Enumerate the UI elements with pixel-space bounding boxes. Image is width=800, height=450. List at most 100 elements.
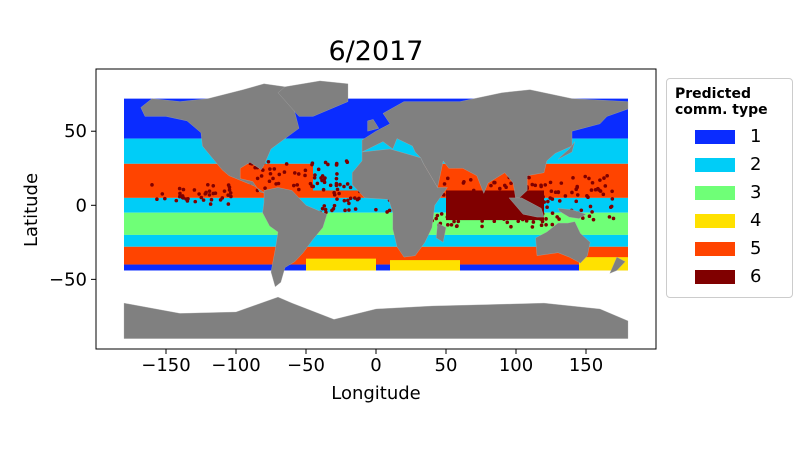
class-6-point bbox=[456, 196, 460, 201]
class-6-point bbox=[193, 199, 198, 204]
class-6-point bbox=[489, 196, 493, 201]
class-6-point bbox=[282, 170, 287, 174]
class-6-point bbox=[207, 193, 212, 197]
y-tick-label: 0 bbox=[76, 195, 87, 216]
class-6-point bbox=[323, 207, 328, 212]
class-6-point bbox=[586, 195, 590, 200]
class-6-point bbox=[540, 192, 545, 196]
class-6-point bbox=[328, 183, 333, 188]
class-6-point bbox=[342, 184, 346, 189]
class-6-point bbox=[322, 177, 327, 182]
legend-swatch bbox=[695, 242, 735, 256]
class-6-point bbox=[208, 202, 213, 206]
x-tick-label: 150 bbox=[569, 355, 603, 376]
class-6-point bbox=[611, 216, 616, 221]
class-6-point bbox=[226, 183, 231, 187]
class-6-point bbox=[291, 183, 296, 188]
class-6-point bbox=[272, 167, 277, 171]
legend-label: 6 bbox=[750, 266, 762, 287]
x-axis-ticks: −150 −100 −50 0 50 100 150 bbox=[141, 349, 603, 376]
class-6-point bbox=[479, 215, 484, 220]
class-6-point bbox=[337, 191, 341, 196]
class-6-point bbox=[387, 208, 392, 213]
class-6-point bbox=[602, 176, 606, 180]
class-6-point bbox=[539, 217, 543, 221]
class-6-point bbox=[334, 163, 339, 167]
class-6-point bbox=[303, 173, 307, 178]
class-6-point bbox=[492, 180, 496, 185]
class-6-point bbox=[533, 201, 537, 206]
class-6-point bbox=[587, 214, 592, 219]
class-6-point bbox=[332, 193, 337, 197]
class-6-point bbox=[537, 194, 542, 199]
class-6-point bbox=[226, 193, 230, 197]
class-6-point bbox=[345, 182, 350, 186]
class-6-point bbox=[574, 199, 579, 204]
class-6-point bbox=[464, 209, 469, 214]
class-6-point bbox=[227, 188, 232, 192]
class-6-point bbox=[502, 192, 507, 197]
class-6-point bbox=[495, 205, 500, 210]
class-6-point bbox=[342, 198, 347, 203]
class-6-point bbox=[485, 215, 489, 219]
legend-entry: 3 bbox=[695, 182, 790, 204]
class-6-point bbox=[542, 200, 546, 204]
class-6-point bbox=[334, 176, 339, 181]
class-6-point bbox=[504, 213, 509, 218]
class-6-point bbox=[557, 199, 562, 203]
class-6-point bbox=[530, 225, 535, 229]
class-6-point bbox=[313, 173, 317, 177]
legend-entry: 4 bbox=[695, 210, 790, 232]
class-6-point bbox=[434, 216, 438, 221]
class-6-point bbox=[548, 196, 553, 200]
class-6-point bbox=[492, 219, 497, 223]
greenland bbox=[277, 80, 349, 117]
class-6-point bbox=[192, 188, 197, 192]
class-6-point bbox=[589, 188, 594, 192]
class-6-point bbox=[213, 191, 218, 196]
class-6-point bbox=[579, 208, 584, 213]
class-6-point bbox=[348, 185, 353, 190]
class-6-point bbox=[539, 183, 543, 188]
class-6-point bbox=[353, 207, 358, 211]
class-6-point bbox=[297, 187, 301, 192]
class-6-point bbox=[532, 195, 537, 199]
class-6-point bbox=[284, 162, 289, 166]
class-6-point bbox=[347, 208, 351, 212]
legend-swatch bbox=[695, 158, 735, 172]
legend-entry: 1 bbox=[695, 126, 790, 148]
class-6-point bbox=[467, 212, 472, 217]
class-6-point bbox=[471, 188, 476, 193]
class-6-point bbox=[320, 206, 325, 211]
class-6-point bbox=[344, 159, 349, 163]
class-6-point bbox=[335, 172, 339, 176]
class-6-point bbox=[374, 207, 378, 212]
class-6-point bbox=[335, 197, 339, 201]
class-6-point bbox=[474, 207, 479, 212]
class-6-point bbox=[550, 222, 555, 227]
class-6-point bbox=[295, 183, 300, 187]
class-6-point bbox=[177, 194, 182, 199]
class-6-point bbox=[303, 168, 308, 173]
class-6-point bbox=[488, 210, 492, 214]
class-6-point bbox=[505, 220, 510, 225]
x-tick-label: −50 bbox=[287, 355, 325, 376]
class-6-point bbox=[321, 187, 326, 192]
class-6-point bbox=[603, 184, 608, 188]
class-6-point bbox=[472, 192, 476, 197]
class-6-point bbox=[178, 191, 182, 196]
class-6-point bbox=[277, 172, 282, 177]
madagascar bbox=[436, 222, 447, 243]
class-6-point bbox=[531, 216, 536, 221]
class-6-point bbox=[480, 224, 484, 229]
class-6-point bbox=[610, 189, 614, 194]
class-6-point bbox=[197, 192, 201, 196]
australia bbox=[535, 221, 591, 264]
legend-entry: 5 bbox=[695, 238, 790, 260]
class-6-point bbox=[574, 187, 578, 192]
class-6-point bbox=[468, 177, 473, 182]
class-6-point bbox=[548, 180, 553, 185]
class-6-point bbox=[524, 219, 529, 223]
japan bbox=[557, 141, 575, 160]
